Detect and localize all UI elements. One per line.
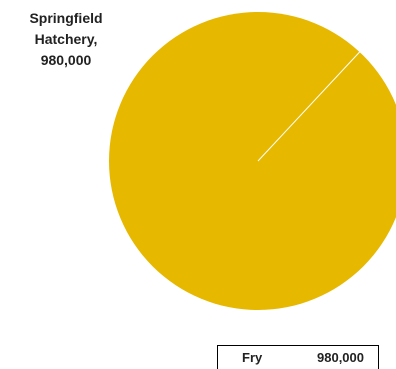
data-table: Fry 980,000	[217, 345, 379, 369]
data-table-category: Fry	[242, 350, 263, 365]
pie-slice-separator-0	[257, 51, 360, 162]
pie-slices	[109, 12, 396, 310]
slice-label-line-1: Springfield	[29, 10, 103, 26]
slice-label-line-2: Hatchery,	[34, 31, 98, 47]
slice-label-line-3: 980,000	[40, 52, 92, 68]
data-table-value: 980,000	[317, 350, 364, 365]
pie-slice-0	[109, 12, 396, 310]
slice-data-label: Springfield Hatchery, 980,000	[6, 8, 126, 71]
